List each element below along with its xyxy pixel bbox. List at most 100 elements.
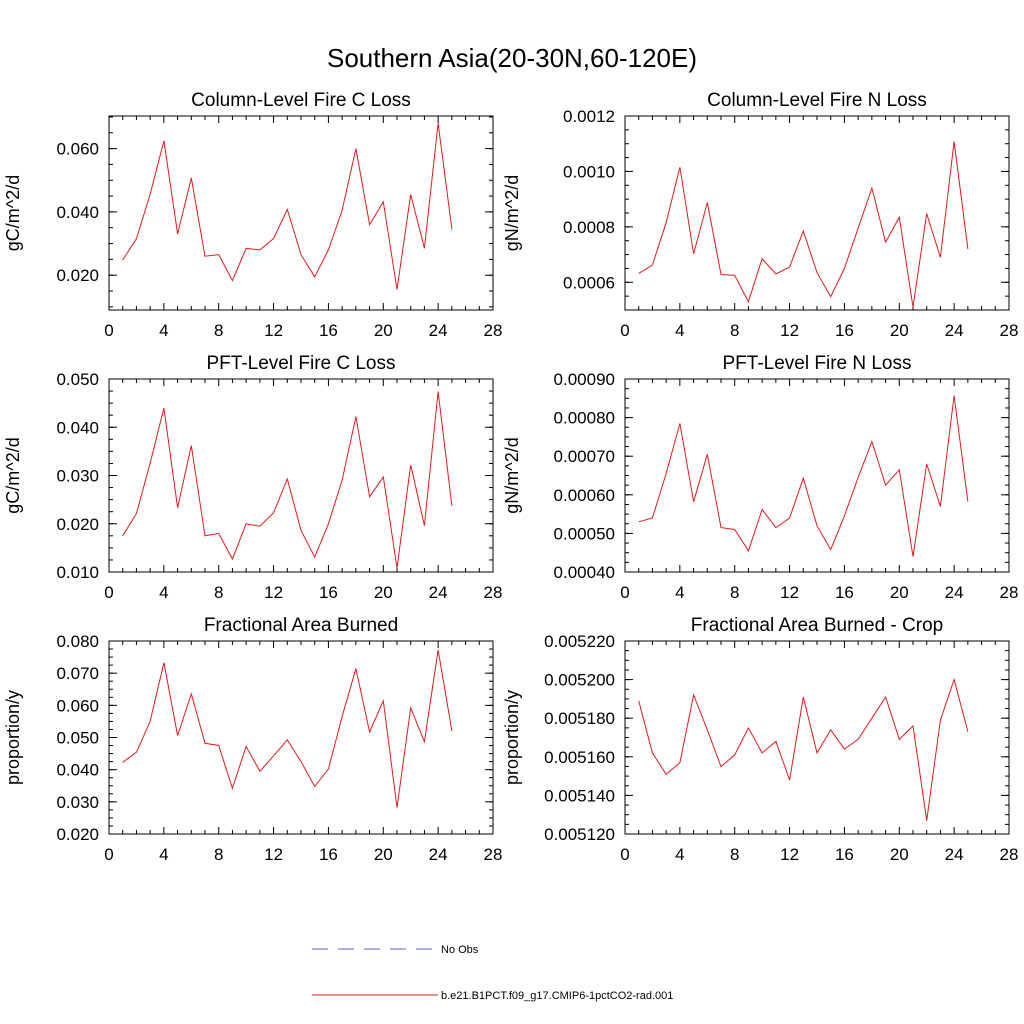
x-tick-label: 12 — [780, 321, 799, 340]
x-tick-label: 12 — [780, 845, 799, 864]
x-tick-label: 16 — [835, 321, 854, 340]
y-axis-label: gC/m^2/d — [3, 437, 23, 513]
x-tick-label: 24 — [429, 845, 448, 864]
figure-title: Southern Asia(20-30N,60-120E) — [327, 43, 697, 73]
y-tick-label: 0.040 — [56, 203, 99, 222]
x-tick-label: 20 — [374, 321, 393, 340]
panel-title: Fractional Area Burned - Crop — [691, 615, 943, 636]
y-tick-label: 0.020 — [56, 825, 99, 844]
y-axis-label: proportion/y — [3, 690, 23, 785]
x-tick-label: 8 — [214, 321, 223, 340]
panel-title: Column-Level Fire C Loss — [191, 90, 411, 111]
panel-2: Column-Level Fire N Loss gN/m^2/d 0 4 8 12 16 2… — [502, 90, 1018, 340]
x-tick-label: 0 — [104, 583, 113, 602]
y-tick-label: 0.010 — [56, 563, 99, 582]
x-tick-label: 4 — [159, 583, 168, 602]
y-tick-label: 0.0010 — [563, 162, 615, 181]
y-tick-label: 0.00060 — [554, 486, 615, 505]
y-tick-label: 0.005160 — [544, 748, 615, 767]
x-tick-label: 12 — [780, 583, 799, 602]
plot-frame — [624, 115, 1010, 311]
legend-no-obs-label: No Obs — [441, 944, 479, 956]
panel-6: Fractional Area Burned - Crop proportion/… — [502, 615, 1018, 864]
y-tick-label: 0.0008 — [563, 218, 615, 237]
x-tick-label: 28 — [484, 583, 503, 602]
y-tick-label: 0.020 — [56, 515, 99, 534]
y-tick-label: 0.005140 — [544, 786, 615, 805]
x-tick-label: 16 — [835, 583, 854, 602]
y-tick-label: 0.050 — [56, 370, 99, 389]
x-tick-label: 8 — [214, 845, 223, 864]
y-tick-label: 0.080 — [56, 632, 99, 651]
y-tick-label: 0.00080 — [554, 409, 615, 428]
x-tick-label: 0 — [620, 583, 629, 602]
panel-title: PFT-Level Fire N Loss — [723, 353, 912, 374]
panel-1: Column-Level Fire C Loss gC/m^2/d 0 4 8 12 16 2… — [3, 90, 502, 340]
series-line — [638, 677, 969, 821]
y-tick-label: 0.00050 — [554, 524, 615, 543]
y-axis-label: proportion/y — [502, 690, 522, 785]
x-tick-label: 8 — [730, 321, 739, 340]
x-tick-label: 20 — [890, 583, 909, 602]
panel-title: Column-Level Fire N Loss — [707, 90, 927, 111]
x-tick-label: 28 — [1000, 845, 1019, 864]
y-tick-label: 0.060 — [56, 696, 99, 715]
y-tick-label: 0.050 — [56, 729, 99, 748]
y-tick-label: 0.00070 — [554, 447, 615, 466]
x-tick-label: 24 — [945, 321, 964, 340]
x-tick-label: 4 — [675, 583, 684, 602]
x-tick-label: 12 — [264, 583, 283, 602]
x-tick-label: 20 — [374, 583, 393, 602]
y-axis-label: gN/m^2/d — [502, 175, 522, 251]
y-tick-label: 0.0006 — [563, 273, 615, 292]
plot-frame — [108, 378, 494, 573]
x-tick-label: 4 — [675, 845, 684, 864]
x-tick-label: 0 — [104, 321, 113, 340]
y-tick-label: 0.005120 — [544, 825, 615, 844]
x-tick-label: 24 — [429, 321, 448, 340]
x-tick-label: 20 — [890, 321, 909, 340]
x-tick-label: 28 — [1000, 321, 1019, 340]
panel-3: PFT-Level Fire C Loss gC/m^2/d 0 4 8 12 16 20 24… — [3, 353, 502, 602]
y-tick-label: 0.030 — [56, 793, 99, 812]
x-tick-label: 28 — [1000, 583, 1019, 602]
x-tick-label: 20 — [890, 845, 909, 864]
y-tick-label: 0.020 — [56, 266, 99, 285]
y-tick-label: 0.040 — [56, 761, 99, 780]
legend: No Obs b.e21.B1PCT.f09_g17.CMIP6-1pctCO2… — [312, 944, 673, 1002]
x-tick-label: 0 — [104, 845, 113, 864]
series-line — [638, 395, 969, 557]
x-tick-label: 4 — [675, 321, 684, 340]
series-line — [638, 141, 969, 308]
panels: Column-Level Fire C Loss gC/m^2/d 0 4 8 12 16 2… — [3, 90, 1018, 864]
plot-frame — [624, 640, 1010, 835]
x-tick-label: 12 — [264, 321, 283, 340]
x-tick-label: 24 — [429, 583, 448, 602]
y-tick-label: 0.030 — [56, 467, 99, 486]
panel-4: PFT-Level Fire N Loss gN/m^2/d 0 4 8 12 16 20 24… — [502, 353, 1018, 602]
legend-series-label: b.e21.B1PCT.f09_g17.CMIP6-1pctCO2-rad.00… — [441, 990, 673, 1002]
y-tick-label: 0.005200 — [544, 671, 615, 690]
y-tick-label: 0.00040 — [554, 563, 615, 582]
y-tick-label: 0.070 — [56, 664, 99, 683]
x-tick-label: 20 — [374, 845, 393, 864]
y-tick-label: 0.0012 — [563, 107, 615, 126]
x-tick-label: 8 — [214, 583, 223, 602]
x-tick-label: 16 — [319, 321, 338, 340]
x-tick-label: 12 — [264, 845, 283, 864]
x-tick-label: 0 — [620, 321, 629, 340]
x-tick-label: 8 — [730, 845, 739, 864]
x-tick-label: 28 — [484, 321, 503, 340]
panel-title: PFT-Level Fire C Loss — [207, 353, 396, 374]
y-axis-label: gN/m^2/d — [502, 437, 522, 513]
y-tick-label: 0.00090 — [554, 370, 615, 389]
x-tick-label: 28 — [484, 845, 503, 864]
series-line — [122, 391, 453, 569]
x-tick-label: 16 — [319, 845, 338, 864]
x-tick-label: 4 — [159, 845, 168, 864]
x-tick-label: 8 — [730, 583, 739, 602]
x-tick-label: 24 — [945, 845, 964, 864]
series-line — [122, 123, 453, 290]
x-tick-label: 24 — [945, 583, 964, 602]
